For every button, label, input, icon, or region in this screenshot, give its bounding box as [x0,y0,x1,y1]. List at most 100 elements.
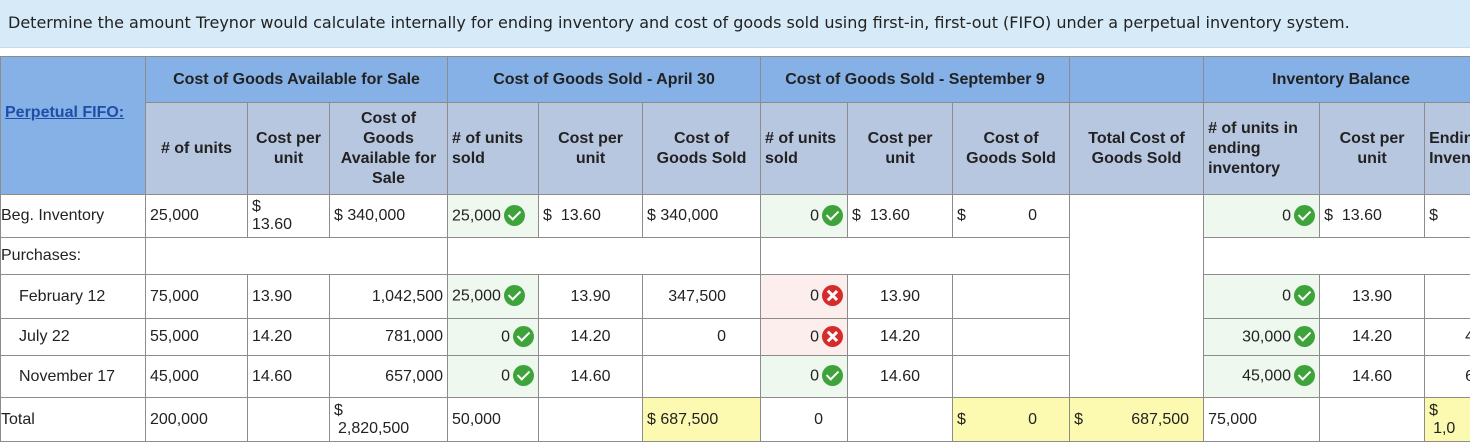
col-header-apr-cogs: Cost of Goods Sold [643,103,761,195]
sep-cpu-blank [848,398,953,442]
apr-units-input[interactable]: 0 [448,356,539,398]
purchases-label: Purchases: [1,238,146,275]
apr-cogs-total: $ 687,500 [643,398,761,442]
x-circle-icon [822,326,843,347]
apr-cpu-cell: $ 13.60 [539,195,643,238]
inv-total-input[interactable]: 4 [1425,319,1470,356]
inv-cpu-cell: 14.20 [1320,319,1425,356]
col-header-inv-cost-per-unit: Cost per unit [1320,103,1425,195]
col-header-apr-units-sold: # of units sold [448,103,539,195]
row-label: November 17 [1,356,146,398]
group-header-inventory: Inventory Balance [1204,57,1470,103]
purchases-blank [1204,238,1470,275]
inv-total-cell: $1,0 [1425,398,1470,442]
check-circle-icon [513,365,534,386]
table-row-feb: February 12 75,000 13.90 1,042,500 25,00… [1,275,1470,319]
sep-cogs-input[interactable] [953,275,1070,319]
group-header-blank [1070,57,1204,103]
apr-cpu-cell: 14.20 [539,319,643,356]
spacer [0,48,1470,56]
check-circle-icon [1294,205,1315,226]
instruction-text: Determine the amount Treynor would calcu… [8,13,1350,32]
inv-units-input[interactable]: 0 [1204,275,1320,319]
inv-cpu-cell: $ 13.60 [1320,195,1425,238]
inv-total-input[interactable]: 6 [1425,356,1470,398]
apr-cogs-input[interactable] [643,356,761,398]
sep-units-input[interactable]: 0 [761,195,848,238]
units-cell: 75,000 [146,275,248,319]
total-cogs-cell: $687,500 [1070,398,1204,442]
sep-cogs-input[interactable]: $0 [953,195,1070,238]
col-header-sep-cost-per-unit: Cost per unit [848,103,953,195]
inv-cpu-cell: 13.90 [1320,275,1425,319]
cost-per-unit-cell: $13.60 [248,195,330,238]
sep-cpu-cell: $ 13.60 [848,195,953,238]
sep-cpu-cell: 14.60 [848,356,953,398]
sep-cogs-total: $0 [953,398,1070,442]
group-header-september: Cost of Goods Sold - September 9 [761,57,1070,103]
group-header-april: Cost of Goods Sold - April 30 [448,57,761,103]
inv-units-total: 75,000 [1204,398,1320,442]
sep-units-total: 0 [761,398,848,442]
apr-units-total: 50,000 [448,398,539,442]
row-label: Total [1,398,146,442]
col-header-ending-inventory: Ending Inventory [1425,103,1470,195]
table-row-purchases: Purchases: [1,238,1470,275]
table-row-total: Total 200,000 $2,820,500 50,000 $ 687,50… [1,398,1470,442]
table-row-beg-inventory: Beg. Inventory 25,000 $13.60 $ 340,000 2… [1,195,1470,238]
units-total-cell: 200,000 [146,398,248,442]
check-circle-icon [822,365,843,386]
sep-units-input[interactable]: 0 [761,275,848,319]
apr-units-input[interactable]: 0 [448,319,539,356]
sep-cogs-input[interactable] [953,319,1070,356]
sep-cogs-input[interactable] [953,356,1070,398]
inv-total-input[interactable] [1425,275,1470,319]
cogas-cell: 1,042,500 [330,275,448,319]
check-circle-icon [822,205,843,226]
check-circle-icon [504,205,525,226]
col-header-cogas: Cost of Goods Available for Sale [330,103,448,195]
cogas-cell: $ 340,000 [330,195,448,238]
inv-units-input[interactable]: 30,000 [1204,319,1320,356]
inv-units-input[interactable]: 0 [1204,195,1320,238]
apr-units-input[interactable]: 25,000 [448,195,539,238]
row-label: July 22 [1,319,146,356]
cost-per-unit-cell: 14.60 [248,356,330,398]
cost-per-unit-cell: 13.90 [248,275,330,319]
inv-units-input[interactable]: 45,000 [1204,356,1320,398]
cogas-cell: 781,000 [330,319,448,356]
check-circle-icon [1294,365,1315,386]
col-header-sep-cogs: Cost of Goods Sold [953,103,1070,195]
cogas-cell: 657,000 [330,356,448,398]
purchases-blank [761,238,1070,275]
apr-cogs-cell: 347,500 [643,275,761,319]
inv-total-input[interactable]: $ [1425,195,1470,238]
apr-cpu-cell: 13.90 [539,275,643,319]
total-cogs-blank [1070,195,1204,398]
col-header-apr-cost-per-unit: Cost per unit [539,103,643,195]
sep-cpu-cell: 14.20 [848,319,953,356]
col-header-total-cogs: Total Cost of Goods Sold [1070,103,1204,195]
inv-cpu-cell: 14.60 [1320,356,1425,398]
sep-units-input[interactable]: 0 [761,356,848,398]
table-row-nov: November 17 45,000 14.60 657,000 0 14.60… [1,356,1470,398]
cost-per-unit-blank [248,398,330,442]
group-header-available: Cost of Goods Available for Sale [146,57,448,103]
units-cell: 25,000 [146,195,248,238]
x-circle-icon [822,285,843,306]
row-label: Beg. Inventory [1,195,146,238]
col-header-cost-per-unit: Cost per unit [248,103,330,195]
row-label: February 12 [1,275,146,319]
apr-cpu-cell: 14.60 [539,356,643,398]
purchases-blank [146,238,448,275]
units-cell: 55,000 [146,319,248,356]
check-circle-icon [513,326,534,347]
instruction-banner: Determine the amount Treynor would calcu… [0,0,1470,48]
apr-cogs-cell: $ 340,000 [643,195,761,238]
fifo-worksheet-table: Perpetual FIFO: Cost of Goods Available … [0,56,1470,442]
col-header-units: # of units [146,103,248,195]
units-cell: 45,000 [146,356,248,398]
perpetual-fifo-header: Perpetual FIFO: [1,57,146,195]
apr-units-input[interactable]: 25,000 [448,275,539,319]
sep-units-input[interactable]: 0 [761,319,848,356]
